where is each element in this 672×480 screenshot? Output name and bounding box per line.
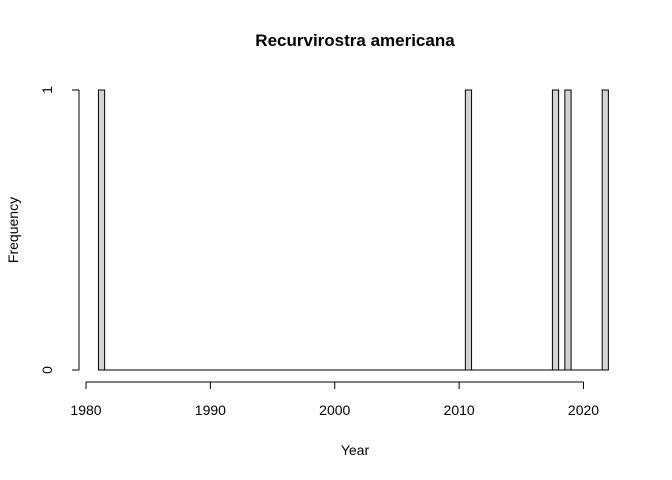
chart-title: Recurvirostra americana	[255, 31, 455, 50]
x-axis-label: Year	[341, 442, 370, 458]
histogram-bar	[97, 89, 106, 371]
x-tick-label: 1980	[70, 402, 101, 418]
histogram-bar	[601, 89, 609, 371]
y-tick-label: 1	[39, 86, 55, 94]
histogram-bar	[551, 89, 560, 371]
x-tick-label: 2020	[568, 402, 599, 418]
y-tick-label: 0	[39, 366, 55, 374]
y-axis-label: Frequency	[5, 197, 21, 263]
x-axis: 1980 1990 2000 2010 2020	[70, 381, 599, 418]
x-tick-label: 2010	[444, 402, 475, 418]
y-axis: 01	[39, 86, 80, 374]
bars-group	[97, 89, 609, 371]
histogram-bar	[564, 89, 572, 371]
histogram-bar	[464, 89, 473, 371]
x-tick-label: 2000	[319, 402, 350, 418]
x-tick-label: 1990	[195, 402, 226, 418]
